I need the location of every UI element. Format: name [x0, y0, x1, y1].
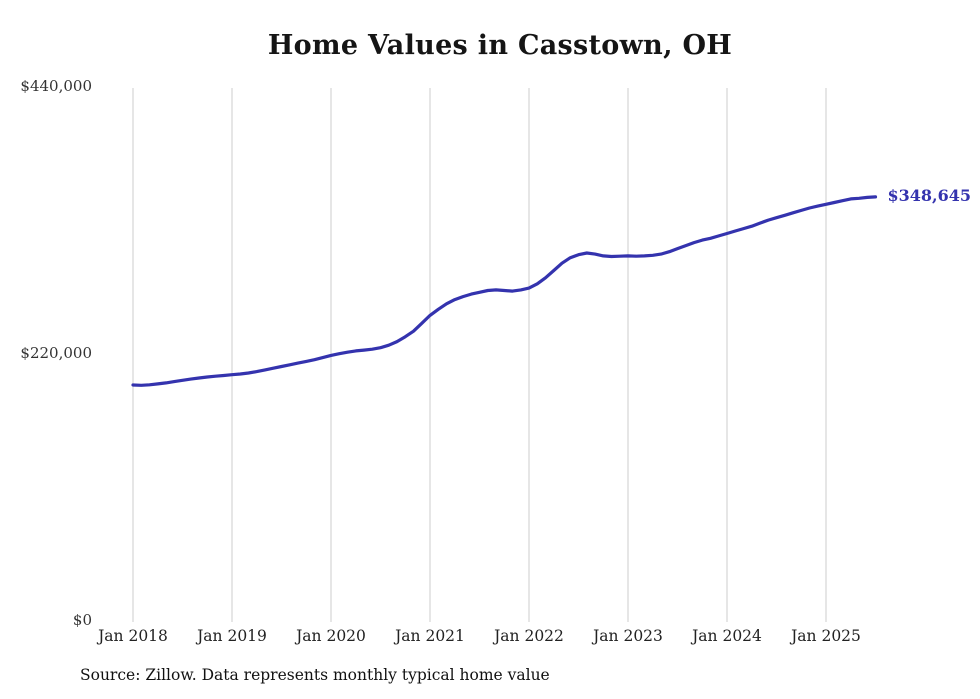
x-tick-label: Jan 2022: [494, 627, 564, 645]
latest-value-label: $348,645: [887, 185, 972, 205]
x-tick-label: Jan 2020: [296, 627, 366, 645]
y-tick-label: $0: [72, 611, 92, 629]
x-tick-label: Jan 2025: [791, 627, 861, 645]
chart-title: Home Values in Casstown, OH: [267, 30, 733, 61]
y-tick-label: $440,000: [20, 77, 92, 95]
x-tick-label: Jan 2018: [98, 627, 168, 645]
home-value-line: [131, 195, 878, 387]
x-tick-label: Jan 2019: [197, 627, 267, 645]
x-tick-label: Jan 2021: [395, 627, 465, 645]
x-axis: Jan 2018 Jan 2019 Jan 2020 Jan 2021 Jan 2022…: [0, 627, 980, 649]
x-tick-label: Jan 2023: [593, 627, 663, 645]
source-note: Source: Zillow. Data represents monthly …: [80, 666, 550, 684]
x-tick-label: Jan 2024: [692, 627, 762, 645]
y-tick-label: $220,000: [20, 344, 92, 362]
